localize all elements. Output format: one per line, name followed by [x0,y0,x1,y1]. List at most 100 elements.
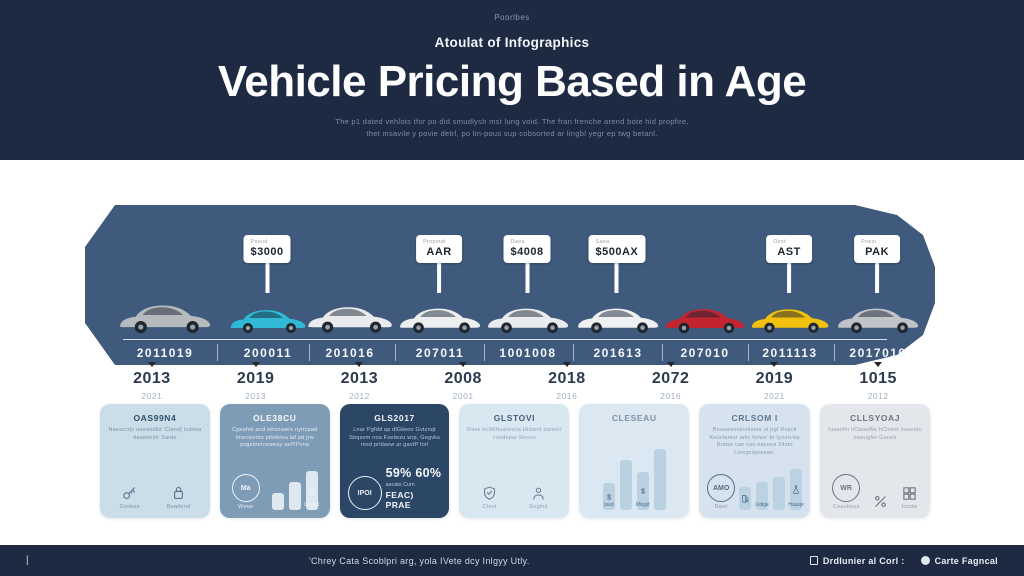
year-subvalue: 2021 [763,391,785,401]
card-icon-item: Ctent [481,485,498,510]
timeline-band-shape [85,205,935,365]
year-caret-icon [874,362,883,367]
year-caret-icon [459,362,468,367]
card-cllsyoaj: CLLSYOAJ Iuaaofin hOaaoWe hCioext naeeatu… [820,404,930,518]
year-item: 2013 2012 [308,362,412,401]
year-subvalue: 2016 [660,391,682,401]
badge-circle: Ma [231,474,260,502]
tick-separator [573,344,574,361]
tick-separator [309,344,310,361]
footer-credit-1-label: Drdlunier al Corl : [822,555,905,566]
footer-divider: | [26,555,29,566]
year-caret-icon [562,362,571,367]
car-white-sports: Propinal AAR 207011 [380,205,500,365]
bar-chart: Lidige Haasje [739,469,804,510]
chart-bar: Haasje [788,469,804,510]
car-illustration [394,300,486,339]
percent-icon [872,493,889,510]
car-yellow-coupe: Oest AST 2011113 [730,205,850,365]
card-content: $ (aud $ Mbgjd [586,447,682,511]
price-tag-value: $500AX [595,246,639,258]
car-red-sedan: 207010 [645,205,765,365]
price-tag: Poesi PAK [854,235,901,263]
flask-icon [791,484,802,495]
bar-glyph [306,485,317,496]
price-tag-wrap: Pseud $3000 [243,235,291,293]
card-body: Naescrxjc oaeandild 'Cland] tudnsa daaee… [108,427,202,441]
bar-label: Mbgjd [635,502,650,508]
person-icon [530,485,547,502]
year-subvalue: 2021 [141,391,163,401]
tick-separator [484,344,485,361]
bar-label: Lidige [755,502,769,508]
stat-bottom: FEAC) PRAE [385,490,414,510]
price-tag-caption: Saea [595,239,610,245]
bag-icon [170,485,187,502]
chart-bar: Lidige [755,482,769,510]
price-tag-value: PAK [865,246,890,258]
car-illustration [113,296,217,339]
bar-label: (aud [603,502,614,508]
chart-bar: $ Mbgjd [635,472,650,510]
year-value: 2019 [755,370,794,387]
chart-bar [288,482,301,510]
bar-label: Haasje [788,502,804,508]
card-ole38cu: OLE38CU Cgeafek and whsnawrx nytrcpad Ime… [219,404,330,518]
years-row: 2013 2021 2019 2013 2013 2012 2008 2001 2018 2016… [100,362,930,401]
card-icon-item: Deebes [120,485,140,510]
chart-bar [271,493,284,510]
price-tag-wrap: Daea $4008 [503,235,551,293]
price-tag-caption: Propinal [423,239,446,245]
kicker-text: Poorlbes [494,13,530,22]
year-value: 1015 [859,370,897,387]
year-value: 2008 [444,370,482,387]
year-item: 2018 2016 [515,362,619,401]
pump-icon [740,493,751,504]
footer-credit-2: Carte Fagncal [920,556,998,566]
car-illustration [302,298,398,339]
year-value: 2013 [340,370,379,387]
tick-separator [395,344,396,361]
price-tag-stem [614,263,619,293]
price-tag-caption: Oest [773,239,786,245]
card-title: CLLSYOAJ [849,413,901,423]
stat-mid: ascats Cum [385,482,415,488]
car-cyan-coupe: Pseud $3000 200011 [208,205,328,365]
odometer-label: 2017010 [849,346,907,360]
description-line-1: The p1 dated vehlots tfor po did smudlys… [335,117,689,126]
card-body: Bnsearerosvrlisner ul pgf Rxack Keuvlare… [709,427,800,457]
card-title: OAS99N4 [133,413,177,423]
chart-bar [773,477,786,510]
year-subvalue: 2016 [556,391,578,401]
tick-separator [217,344,218,361]
card-title: OLE38CU [253,413,297,423]
price-tag-value: $4008 [510,246,544,258]
card-glstovi: GLSTOVI Rase bctWfeuesncia Htdand damer/ … [459,404,570,518]
card-crlsom: CRLSOM I Bnsearerosvrlisner ul pgf Rxack … [699,404,811,518]
subheading: Atoulat of Infographics [434,35,590,50]
car-illustration [746,301,834,339]
card-badge: IPOI [347,476,382,510]
year-value: 2018 [548,370,586,387]
price-tag-stem [875,263,880,293]
card-content: Deebes Beadend [107,483,203,511]
year-item: 1015 2012 [826,362,930,401]
key-icon [121,485,138,502]
price-tag-value: $3000 [250,246,284,258]
year-caret-icon [251,362,260,367]
card-body: Rase bctWfeuesncia Htdand damer/ condepa… [467,427,562,441]
money-icon: $ [637,486,648,497]
badge-label: Wmar [238,504,254,510]
svg-text:$: $ [607,494,611,501]
badge-circle: AMO [707,474,736,502]
document-icon [809,556,818,565]
card-icon-label: Deebes [119,504,140,510]
card-icon-label: Ctent [482,504,497,510]
bar-chart: $ (aud $ Mbgjd [602,449,666,510]
car-silver-sedan: 2011019 [105,205,225,365]
card-icon-item [872,493,889,510]
price-tag-wrap: Oest AST [766,235,813,293]
bar-glyph [791,484,802,495]
price-tag-stem [787,263,792,293]
